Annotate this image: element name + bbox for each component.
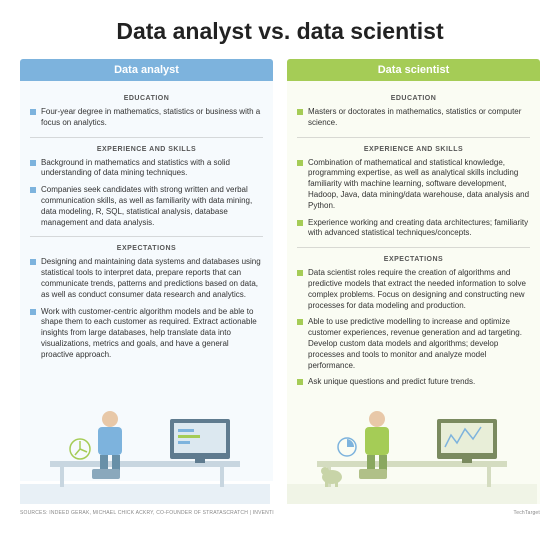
scientist-illustration: [287, 399, 537, 504]
bullet-item: Designing and maintaining data systems a…: [30, 257, 263, 300]
bullet-text: Work with customer-centric algorithm mod…: [41, 307, 263, 361]
bullet-item: Experience working and creating data arc…: [297, 218, 530, 240]
column-scientist: Data scientist EDUCATION Masters or doct…: [287, 59, 540, 504]
bullet-icon: [297, 379, 303, 385]
bullet-item: Data scientist roles require the creatio…: [297, 268, 530, 311]
bullet-icon: [297, 270, 303, 276]
bullet-text: Data scientist roles require the creatio…: [308, 268, 530, 311]
bullet-text: Ask unique questions and predict future …: [308, 377, 475, 388]
analyst-education-label: EDUCATION: [30, 95, 263, 102]
divider: [30, 236, 263, 237]
bullet-item: Background in mathematics and statistics…: [30, 158, 263, 180]
bullet-text: Combination of mathematical and statisti…: [308, 158, 530, 212]
bullet-item: Masters or doctorates in mathematics, st…: [297, 107, 530, 129]
bullet-text: Background in mathematics and statistics…: [41, 158, 263, 180]
footer-source: SOURCES: INDEED GERAK, MICHAEL CHICK ACK…: [20, 510, 274, 516]
bullet-text: Able to use predictive modelling to incr…: [308, 317, 530, 371]
bullet-icon: [297, 109, 303, 115]
bullet-item: Companies seek candidates with strong wr…: [30, 185, 263, 228]
bullet-text: Four-year degree in mathematics, statist…: [41, 107, 263, 129]
bullet-item: Combination of mathematical and statisti…: [297, 158, 530, 212]
bullet-item: Ask unique questions and predict future …: [297, 377, 530, 388]
footer-brand: TechTarget: [514, 510, 540, 516]
footer: SOURCES: INDEED GERAK, MICHAEL CHICK ACK…: [20, 510, 540, 516]
divider: [297, 137, 530, 138]
bullet-icon: [297, 160, 303, 166]
bullet-icon: [30, 259, 36, 265]
divider: [30, 137, 263, 138]
bullet-icon: [30, 160, 36, 166]
bullet-icon: [30, 309, 36, 315]
bullet-icon: [30, 109, 36, 115]
comparison-columns: Data analyst EDUCATION Four-year degree …: [20, 59, 540, 504]
scientist-expectations-label: EXPECTATIONS: [297, 256, 530, 263]
column-analyst: Data analyst EDUCATION Four-year degree …: [20, 59, 273, 504]
analyst-expectations-label: EXPECTATIONS: [30, 245, 263, 252]
analyst-header: Data analyst: [20, 59, 273, 81]
bullet-text: Designing and maintaining data systems a…: [41, 257, 263, 300]
bullet-text: Experience working and creating data arc…: [308, 218, 530, 240]
bullet-icon: [297, 220, 303, 226]
bullet-text: Companies seek candidates with strong wr…: [41, 185, 263, 228]
bullet-item: Work with customer-centric algorithm mod…: [30, 307, 263, 361]
bullet-icon: [297, 319, 303, 325]
divider: [297, 247, 530, 248]
scientist-header: Data scientist: [287, 59, 540, 81]
bullet-item: Able to use predictive modelling to incr…: [297, 317, 530, 371]
main-title: Data analyst vs. data scientist: [20, 18, 540, 45]
analyst-skills-label: EXPERIENCE AND SKILLS: [30, 146, 263, 153]
bullet-icon: [30, 187, 36, 193]
scientist-skills-label: EXPERIENCE AND SKILLS: [297, 146, 530, 153]
analyst-illustration: [20, 399, 270, 504]
bullet-text: Masters or doctorates in mathematics, st…: [308, 107, 530, 129]
bullet-item: Four-year degree in mathematics, statist…: [30, 107, 263, 129]
scientist-education-label: EDUCATION: [297, 95, 530, 102]
